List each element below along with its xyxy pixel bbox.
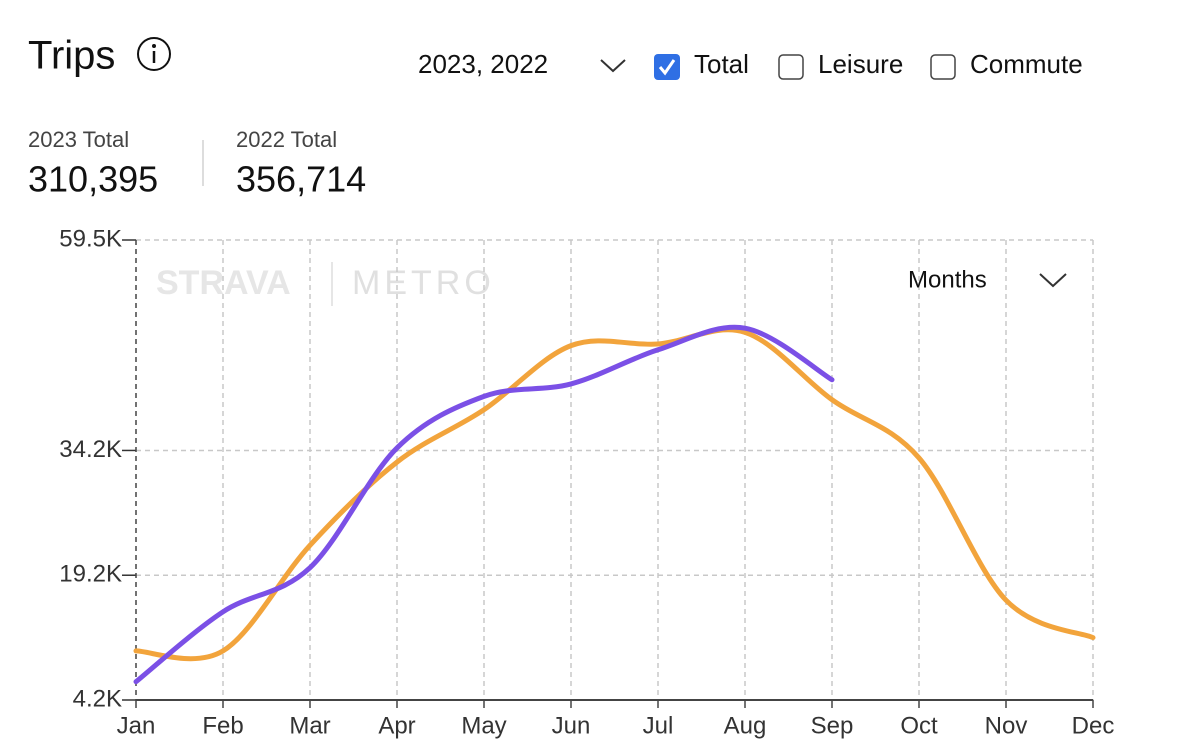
- y-tick-label: 4.2K: [73, 685, 122, 712]
- y-tick-label: 59.5K: [59, 225, 122, 252]
- year-select: 2023, 2022: [418, 49, 548, 79]
- checkbox-checked: [654, 54, 680, 80]
- checkbox-empty: [930, 54, 956, 80]
- x-tick-label: Mar: [289, 712, 330, 739]
- period-dropdown[interactable]: Months: [908, 266, 1067, 293]
- checkmark: [658, 59, 676, 76]
- x-tick-label: Nov: [985, 712, 1028, 739]
- watermark: STRAVA METRO: [156, 262, 495, 306]
- x-tick-label: Apr: [378, 712, 415, 739]
- stat-value: 356,714: [236, 159, 366, 200]
- x-tick-label: Oct: [900, 712, 938, 739]
- filter-label: Total: [694, 49, 749, 79]
- x-tick-label: Sep: [811, 712, 854, 739]
- checkbox-empty: [778, 54, 804, 80]
- x-tick-label: Aug: [724, 712, 767, 739]
- stat-label: 2023 Total: [28, 127, 129, 152]
- series-line: [133, 327, 1096, 662]
- y-tick-label: 19.2K: [59, 561, 122, 588]
- watermark-product: METRO: [352, 264, 495, 302]
- x-tick-label: Jul: [643, 712, 674, 739]
- year-dropdown[interactable]: 2023, 2022: [418, 49, 626, 79]
- info-icon[interactable]: [137, 37, 171, 71]
- filter-label: Commute: [970, 49, 1083, 79]
- y-tick-label: 34.2K: [59, 436, 122, 463]
- x-tick-label: Dec: [1072, 712, 1115, 739]
- filter-label: Leisure: [818, 49, 903, 79]
- filter-checkbox[interactable]: Commute: [930, 49, 1083, 80]
- filter-checkbox[interactable]: Total: [654, 49, 749, 80]
- x-tick-label: Feb: [202, 712, 243, 739]
- filter-checkbox[interactable]: Leisure: [778, 49, 903, 80]
- stat-value: 310,395: [28, 159, 158, 200]
- x-tick-label: Jan: [117, 712, 156, 739]
- series-line: [133, 324, 835, 685]
- x-tick-label: Jun: [552, 712, 591, 739]
- x-tick-label: May: [461, 712, 506, 739]
- stat-label: 2022 Total: [236, 127, 337, 152]
- period-select: Months: [908, 266, 987, 293]
- title: Trips: [28, 34, 115, 78]
